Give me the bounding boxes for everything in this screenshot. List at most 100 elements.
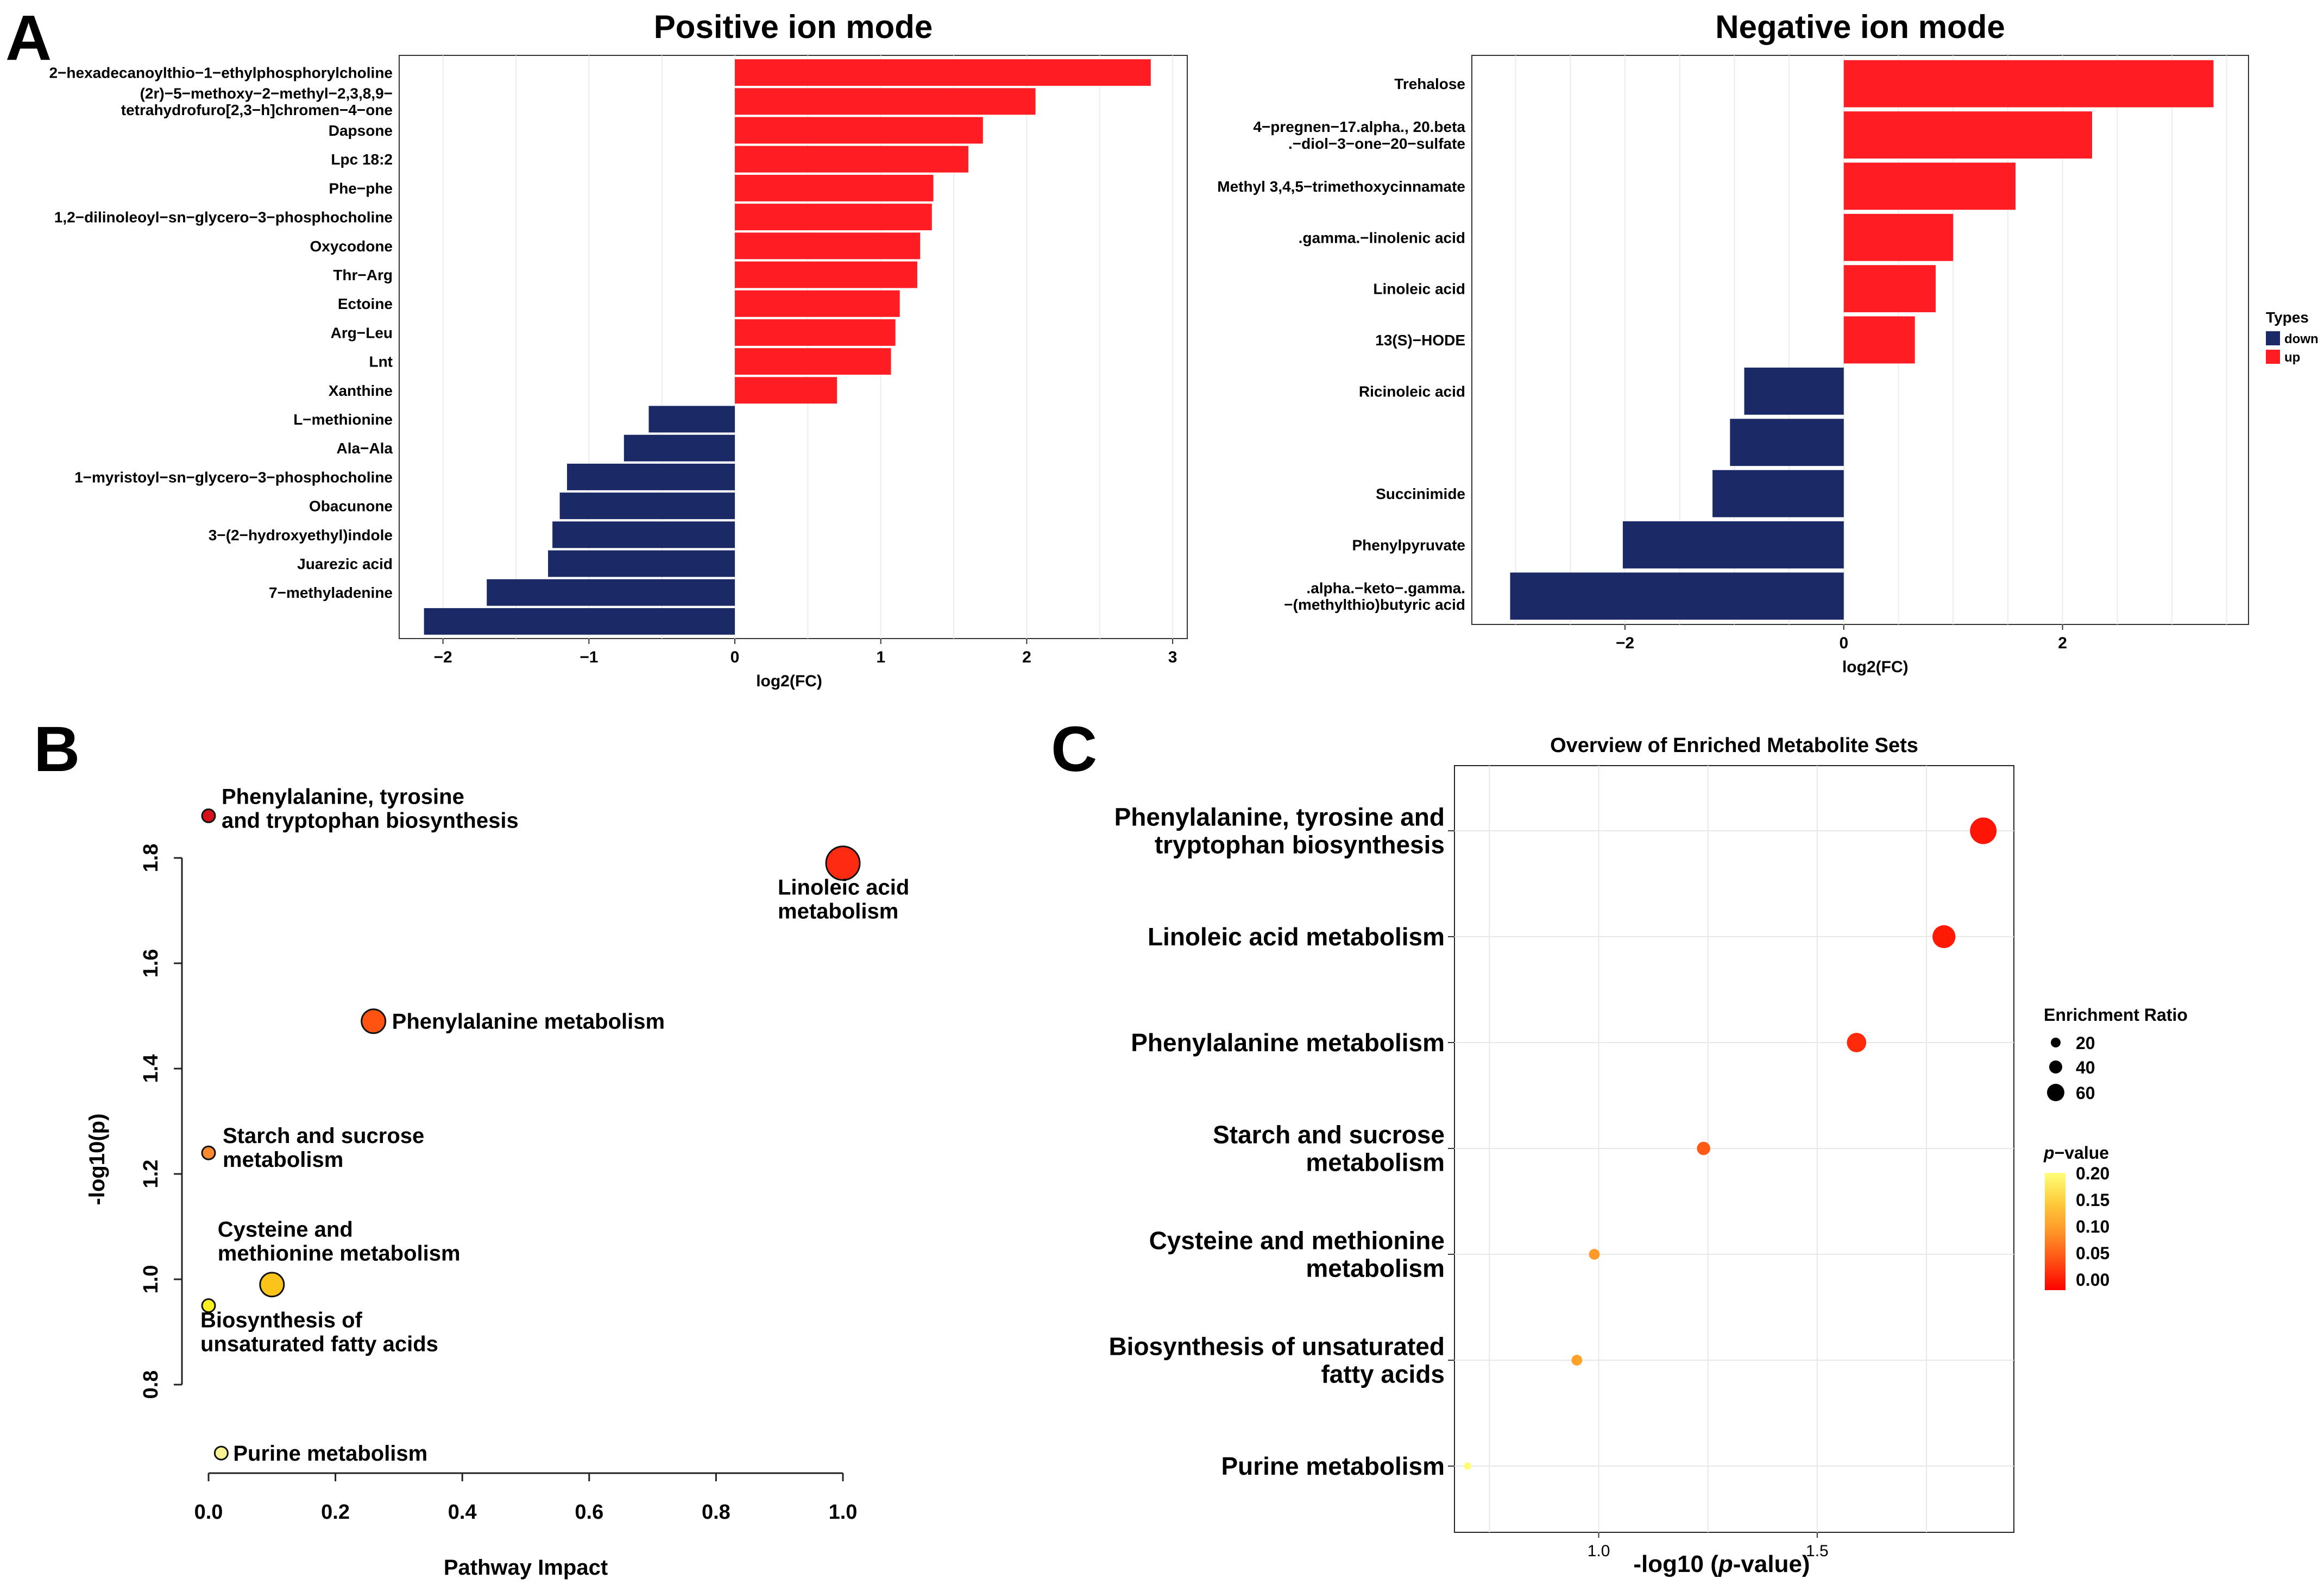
- category-label: Lpc 18:2: [331, 151, 393, 168]
- bar: [1843, 265, 1936, 313]
- category-label: Cysteine and methionine metabolism: [1149, 1227, 1445, 1283]
- category-label: 1−myristoyl−sn−glycero−3−phosphocholine: [74, 469, 393, 485]
- x-tick-label: 0.0: [194, 1501, 223, 1524]
- bar: [1843, 60, 2214, 108]
- category-label: Ectoine: [338, 295, 393, 312]
- x-tick-label: 1: [876, 648, 885, 666]
- chart-title: Negative ion mode: [1715, 9, 2005, 45]
- bar: [1510, 572, 1844, 620]
- color-legend-label: 0.10: [2076, 1217, 2109, 1236]
- category-label: Lnt: [369, 353, 393, 370]
- enrichment-point: [1970, 817, 1997, 844]
- y-tick-label: 1.4: [140, 1054, 162, 1083]
- enrichment-point: [1464, 1462, 1471, 1470]
- size-legend-circle: [2049, 1060, 2062, 1073]
- x-tick-label: 0: [1839, 634, 1848, 652]
- color-legend-label: 0.00: [2076, 1270, 2109, 1290]
- bar: [424, 608, 735, 635]
- category-label: Xanthine: [329, 382, 393, 399]
- pathway-label: Starch and sucrose metabolism: [223, 1124, 424, 1172]
- bar: [1622, 521, 1844, 569]
- legend-swatch-up: [2266, 350, 2280, 364]
- bar: [1843, 162, 2016, 210]
- bar: [1730, 419, 1844, 466]
- bar: [487, 579, 735, 606]
- category-label: .gamma.−linolenic acid: [1299, 229, 1465, 246]
- pathway-point: [825, 845, 861, 881]
- bar: [552, 521, 735, 548]
- bar: [735, 232, 921, 260]
- color-legend-bar: [2045, 1173, 2065, 1290]
- category-label: 1,2−dilinoleoyl−sn−glycero−3−phosphochol…: [54, 209, 393, 226]
- color-legend-label: 0.15: [2076, 1190, 2109, 1210]
- y-tick-label: 1.0: [140, 1265, 162, 1294]
- category-label: Succinimide: [1376, 485, 1465, 502]
- category-label: Phenylpyruvate: [1352, 536, 1465, 553]
- pathway-point: [213, 1445, 229, 1461]
- size-legend-label: 40: [2076, 1058, 2095, 1077]
- size-legend-circle: [2047, 1084, 2064, 1101]
- category-label: Linoleic acid metabolism: [1148, 923, 1445, 951]
- category-label: Methyl 3,4,5−trimethoxycinnamate: [1217, 178, 1465, 195]
- bar: [648, 406, 735, 433]
- x-axis-label: log2(FC): [756, 672, 822, 690]
- category-label: Biosynthesis of unsaturated fatty acids: [1109, 1333, 1445, 1388]
- x-tick-label: 2: [2058, 634, 2067, 652]
- pathway-label: Phenylalanine metabolism: [392, 1010, 665, 1034]
- y-axis-label: -log10(p): [85, 1114, 109, 1205]
- category-label: Ala−Ala: [337, 440, 393, 457]
- bar: [735, 204, 932, 231]
- y-tick-label: 0.8: [140, 1371, 162, 1399]
- category-label: Obacunone: [309, 498, 393, 515]
- size-legend-title: Enrichment Ratio: [2044, 1005, 2188, 1025]
- category-label: Phenylalanine metabolism: [1131, 1028, 1445, 1057]
- bar: [735, 319, 896, 346]
- x-tick-label: 3: [1168, 648, 1177, 666]
- y-tick-label: 1.2: [140, 1160, 162, 1189]
- enrichment-point: [1589, 1249, 1600, 1260]
- color-legend-title: p−value: [2043, 1143, 2109, 1163]
- category-label: L−methionine: [293, 411, 393, 428]
- x-tick-label: −2: [1616, 634, 1634, 652]
- bar: [735, 261, 917, 288]
- x-tick-label: 0.6: [575, 1501, 603, 1524]
- x-axis-label: log2(FC): [1842, 658, 1909, 676]
- x-tick-label: −1: [580, 648, 598, 666]
- category-label: 3−(2−hydroxyethyl)indole: [209, 527, 393, 544]
- category-label: .alpha.−keto−.gamma. −(methylthio)butyric…: [1284, 579, 1465, 613]
- pathway-point: [201, 1298, 216, 1313]
- pathway-point: [201, 808, 216, 823]
- bar: [623, 434, 735, 462]
- legend-label-down: down: [2284, 332, 2319, 346]
- chart-title: Overview of Enriched Metabolite Sets: [1550, 734, 1918, 757]
- panel-letter-a: A: [5, 2, 52, 74]
- bar: [735, 88, 1036, 115]
- color-legend-label: 0.20: [2076, 1164, 2109, 1183]
- size-legend-circle: [2051, 1038, 2061, 1047]
- bar: [1843, 111, 2092, 159]
- x-tick-label: 1.0: [1588, 1542, 1610, 1560]
- x-tick-label: 0.2: [321, 1501, 350, 1524]
- category-label: Juarezic acid: [297, 555, 393, 572]
- bar: [735, 117, 983, 144]
- pathway-point: [361, 1008, 387, 1034]
- bar: [735, 377, 837, 404]
- bar: [559, 492, 735, 520]
- category-label: (2r)−5−methoxy−2−methyl−2,3,8,9− tetrahyd…: [121, 85, 393, 118]
- bar: [548, 550, 735, 577]
- category-label: Linoleic acid: [1373, 281, 1465, 298]
- color-legend-label: 0.05: [2076, 1243, 2109, 1263]
- panel-letter-c: C: [1051, 713, 1097, 785]
- chart-title: Positive ion mode: [654, 9, 933, 45]
- category-label: 7−methyladenine: [269, 584, 393, 601]
- enrichment-point: [1697, 1141, 1710, 1155]
- category-label: Trehalose: [1394, 75, 1465, 92]
- pathway-label: Cysteine and methionine metabolism: [218, 1218, 461, 1266]
- size-legend-label: 60: [2076, 1083, 2095, 1103]
- pathway-label: Purine metabolism: [233, 1442, 427, 1466]
- category-label: Purine metabolism: [1221, 1452, 1445, 1480]
- category-label: 13(S)−HODE: [1375, 332, 1465, 349]
- pathway-label: Linoleic acid metabolism: [778, 876, 909, 924]
- category-label: Oxycodone: [310, 238, 393, 255]
- legend-title: Types: [2266, 309, 2309, 326]
